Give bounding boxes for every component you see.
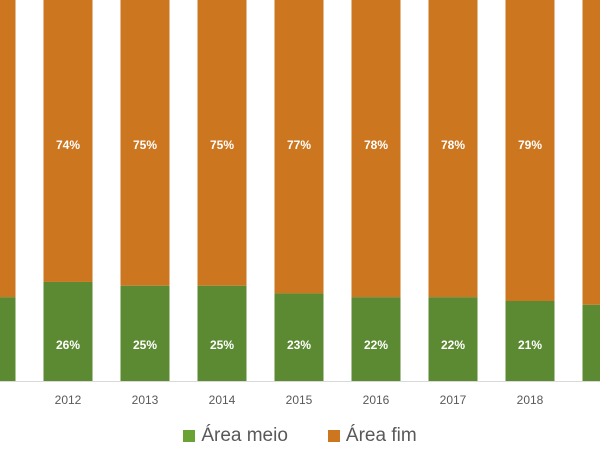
legend-item-area-meio: Área meio bbox=[183, 425, 288, 447]
legend-label-area-meio: Área meio bbox=[201, 425, 288, 446]
data-label-area-fim-2015: 77% bbox=[287, 138, 311, 152]
data-label-area-fim-2014: 75% bbox=[210, 138, 234, 152]
x-tick-label-2016: 2016 bbox=[363, 393, 390, 407]
x-tick-label-2017: 2017 bbox=[440, 393, 467, 407]
bar-area-fim-2017 bbox=[428, 0, 478, 298]
x-tick-label-2012: 2012 bbox=[55, 393, 82, 407]
x-tick-label-2013: 2013 bbox=[132, 393, 159, 407]
data-label-area-fim-2017: 78% bbox=[441, 138, 465, 152]
bar-area-meio-2017 bbox=[428, 297, 478, 381]
legend-item-area-fim: Área fim bbox=[327, 425, 417, 447]
legend-swatch-area-fim bbox=[327, 430, 340, 442]
bar-area-meio-2014 bbox=[197, 285, 247, 381]
bar-area-fim-2019 bbox=[582, 0, 600, 305]
data-label-area-meio-2016: 22% bbox=[364, 338, 388, 352]
legend-swatch-area-meio bbox=[183, 430, 196, 442]
data-label-area-fim-2018: 79% bbox=[518, 138, 542, 152]
data-label-area-fim-2013: 75% bbox=[133, 138, 157, 152]
stacked-bar-chart: %%174%26%201275%25%201375%25%201477%23%2… bbox=[0, 0, 600, 407]
data-label-area-fim-2012: 74% bbox=[56, 138, 80, 152]
x-tick-label-2018: 2018 bbox=[517, 393, 544, 407]
bar-area-fim-2012 bbox=[43, 0, 93, 282]
bar-area-fim-2018 bbox=[505, 0, 555, 301]
bar-area-meio-2019 bbox=[582, 304, 600, 381]
legend: Área meio Área fim bbox=[0, 424, 600, 448]
bar-area-meio-2018 bbox=[505, 300, 555, 381]
data-label-area-fim-2016: 78% bbox=[364, 138, 388, 152]
data-label-area-meio-2012: 26% bbox=[56, 338, 80, 352]
x-tick-label-2015: 2015 bbox=[286, 393, 313, 407]
bar-area-fim-2015 bbox=[274, 0, 324, 294]
data-label-area-meio-2018: 21% bbox=[518, 338, 542, 352]
data-label-area-meio-2014: 25% bbox=[210, 338, 234, 352]
x-tick-label-2014: 2014 bbox=[209, 393, 236, 407]
bar-area-meio-2012 bbox=[43, 281, 93, 381]
legend-label-area-fim: Área fim bbox=[345, 425, 417, 446]
bar-area-meio-2016 bbox=[351, 297, 401, 381]
bar-area-meio-2015 bbox=[274, 293, 324, 381]
data-label-area-meio-2013: 25% bbox=[133, 338, 157, 352]
bar-area-fim-2013 bbox=[120, 0, 170, 286]
bar-area-fim-2016 bbox=[351, 0, 401, 298]
bar-area-fim-2011 bbox=[0, 0, 16, 298]
bar-area-meio-2011 bbox=[0, 297, 16, 381]
bar-area-meio-2013 bbox=[120, 285, 170, 381]
data-label-area-meio-2015: 23% bbox=[287, 338, 311, 352]
bar-area-fim-2014 bbox=[197, 0, 247, 286]
data-label-area-meio-2017: 22% bbox=[441, 338, 465, 352]
